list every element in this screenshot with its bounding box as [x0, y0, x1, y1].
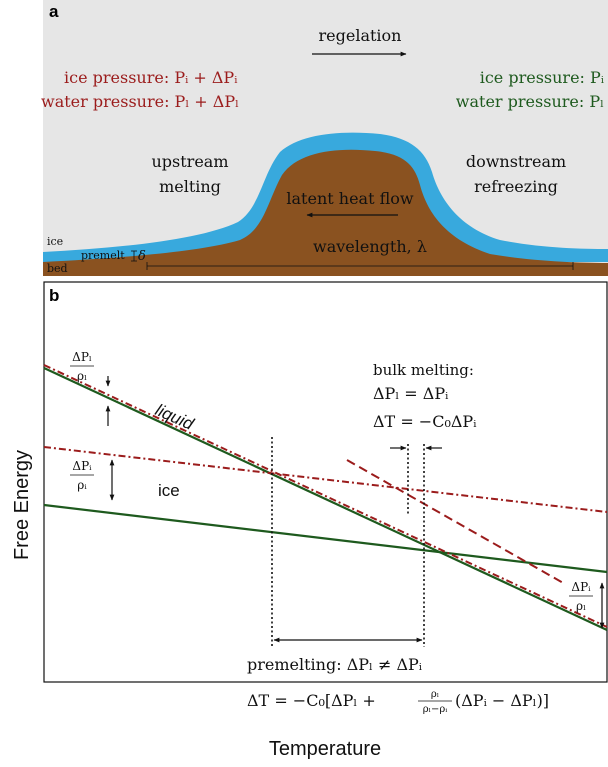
dPi-denominator: ρᵢ [77, 478, 87, 492]
panel-b-frame [43, 281, 608, 683]
dPl-denominator: ρₗ [77, 369, 87, 383]
melting-label: melting [159, 177, 221, 196]
x-axis-label: Temperature [269, 738, 381, 760]
ice-line [43, 503, 608, 574]
bulk-melting-eq2: ΔT = −C₀ΔPᵢ [373, 412, 476, 431]
premelting-frac-numerator: ρₗ [431, 689, 439, 700]
regelation-label: regelation [319, 26, 402, 45]
panel-a-letter: a [49, 2, 59, 21]
liquid-line [43, 367, 608, 631]
dPl-numerator: ΔPₗ [72, 350, 92, 364]
bed-small-label: bed [47, 262, 68, 275]
wavelength-label: wavelength, λ [313, 237, 427, 256]
bulk-melting-title: bulk melting: [373, 361, 474, 379]
liquid-line-shifted [43, 364, 608, 628]
dPi-numerator: ΔPᵢ [72, 459, 92, 473]
downstream-label: downstream [466, 152, 566, 171]
premelting-eq2-part-b: (ΔPᵢ − ΔPₗ)] [455, 691, 549, 710]
ice-pressure-downstream: ice pressure: Pᵢ [480, 68, 604, 87]
bulk-melting-eq1: ΔPₗ = ΔPᵢ [373, 384, 448, 403]
premelting-eq1: premelting: ΔPₗ ≠ ΔPᵢ [247, 655, 422, 674]
upstream-label: upstream [151, 152, 228, 171]
refreezing-label: refreezing [474, 177, 558, 196]
water-pressure-upstream: water pressure: Pₗ + ΔPₗ [41, 92, 239, 111]
panel-b-letter: b [49, 286, 59, 305]
ice-pressure-upstream: ice pressure: Pᵢ + ΔPᵢ [64, 68, 237, 87]
dPi-right-numerator: ΔPᵢ [571, 580, 591, 594]
premelt-small-label: premelt [81, 249, 125, 262]
ice-label: ice [158, 481, 180, 500]
delta-label: δ [138, 249, 146, 264]
ice-line-shifted [43, 446, 608, 513]
latent-heat-label: latent heat flow [286, 189, 414, 208]
water-pressure-downstream: water pressure: Pₗ [456, 92, 604, 111]
panel-b: b ΔPₗ ρₗ ΔPᵢ ρᵢ ΔPᵢ ρₗ [11, 281, 608, 760]
panel-a: a regelation ice pressure: Pᵢ + ΔPᵢ wate… [41, 0, 608, 276]
ice-small-label: ice [47, 235, 63, 248]
y-axis-label: Free Energy [11, 450, 33, 560]
premelting-eq2-part-a: ΔT = −C₀[ΔPₗ + [247, 691, 376, 710]
dPi-right-denominator: ρₗ [576, 599, 586, 613]
bed [43, 149, 608, 276]
premelting-frac-denominator: ρₗ−ρᵢ [423, 704, 448, 715]
